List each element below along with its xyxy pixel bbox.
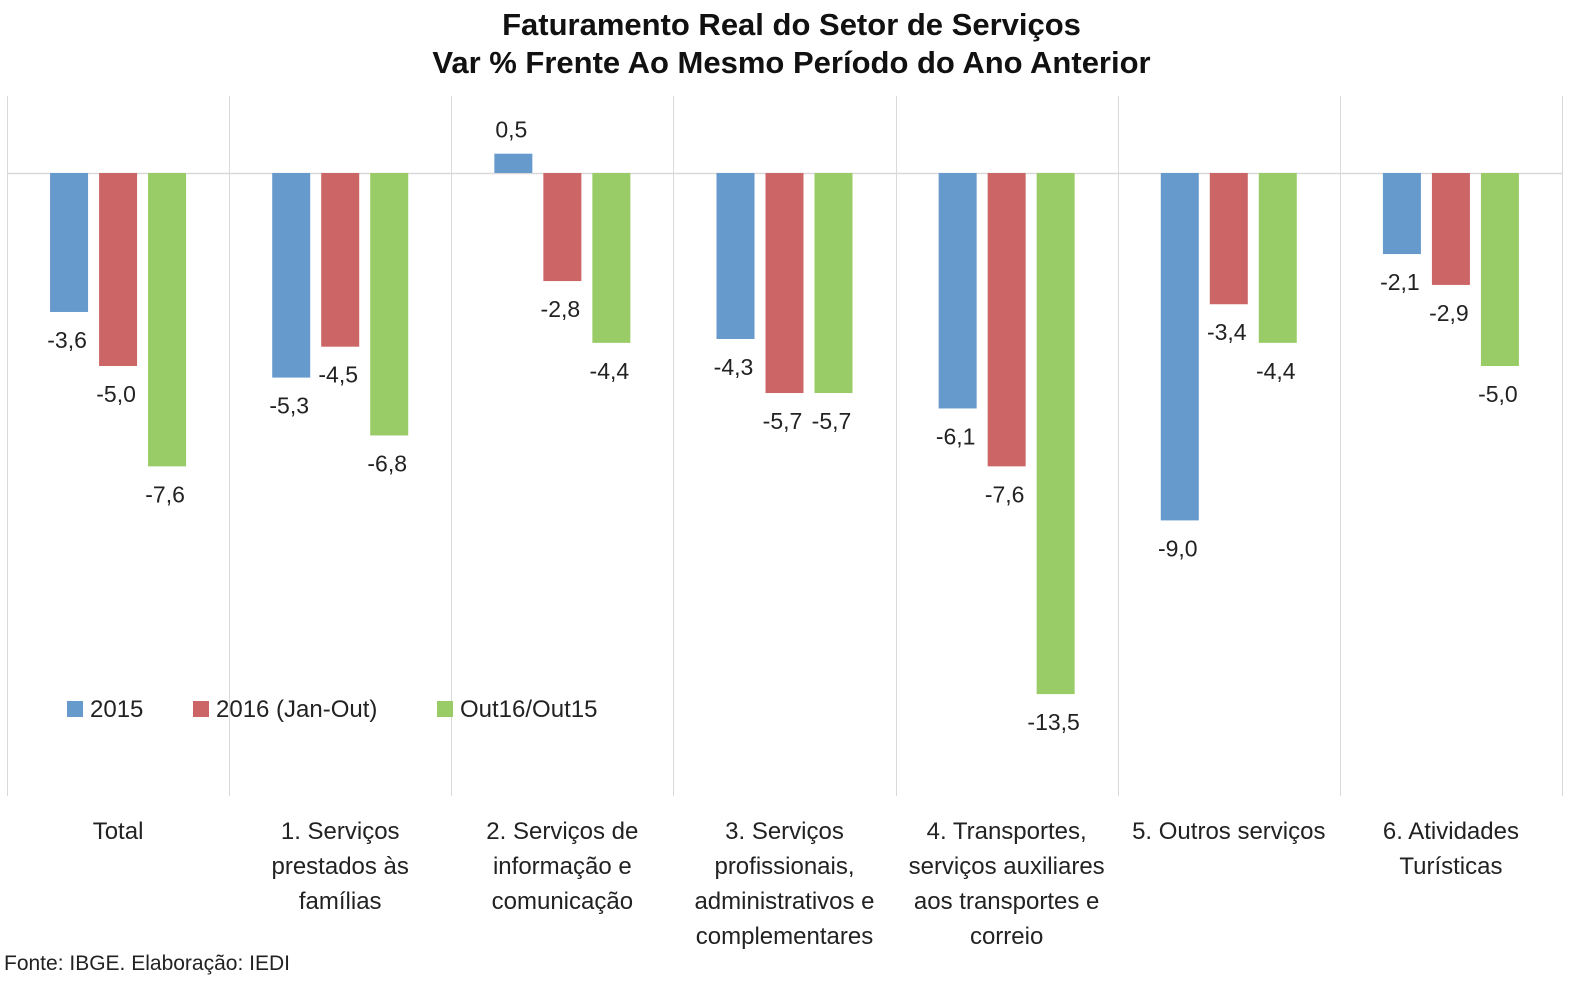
data-label: -2,9 xyxy=(1429,300,1469,326)
chart-title-line-1: Faturamento Real do Setor de Serviços xyxy=(502,7,1081,42)
data-label: -6,1 xyxy=(936,423,976,449)
category-label-line: Turísticas xyxy=(1399,853,1503,880)
data-label: -13,5 xyxy=(1027,709,1079,735)
data-label: -5,7 xyxy=(763,408,803,434)
bar xyxy=(1382,173,1421,255)
data-label: -5,0 xyxy=(1478,381,1518,407)
category-label-line: Total xyxy=(92,818,144,845)
data-label: -5,3 xyxy=(269,393,309,419)
data-label: -4,4 xyxy=(1256,358,1296,384)
category-label-line: 1. Serviços xyxy=(280,818,400,845)
category-label-line: famílias xyxy=(298,888,382,915)
category-label-line: comunicação xyxy=(491,888,634,915)
category-label: Total xyxy=(7,814,229,849)
category-label: 4. Transportes, serviços auxiliares aos tr… xyxy=(896,814,1118,954)
category-label-line: 5. Outros serviços xyxy=(1132,818,1326,845)
category-label: 1. Serviços prestados às famílias xyxy=(229,814,451,919)
category-label-line: 4. Transportes, xyxy=(926,818,1087,845)
data-label: -5,7 xyxy=(812,408,852,434)
bar xyxy=(494,153,533,173)
bar xyxy=(148,173,187,467)
category-label: 2. Serviços de informação e comunicação xyxy=(451,814,673,919)
data-label: 0,5 xyxy=(495,117,527,143)
data-label: -3,6 xyxy=(47,327,87,353)
category-label: 3. Serviços profissionais, administrativos… xyxy=(674,814,896,954)
category-label-line: prestados às xyxy=(271,853,409,880)
data-label: -2,8 xyxy=(541,296,581,322)
bar xyxy=(987,173,1026,467)
source-note: Fonte: IBGE. Elaboração: IEDI xyxy=(4,952,290,975)
bar xyxy=(1258,173,1297,343)
category-label-line: 2. Serviços de xyxy=(486,818,639,845)
bar xyxy=(1209,173,1248,305)
legend-label: 2016 (Jan-Out) xyxy=(216,696,377,723)
data-label: -9,0 xyxy=(1158,535,1198,561)
bar xyxy=(50,173,89,312)
data-label: -3,4 xyxy=(1207,319,1247,345)
chart-title: Faturamento Real do Setor de Serviços Va… xyxy=(0,6,1583,82)
bar xyxy=(1160,173,1199,521)
bar xyxy=(1431,173,1470,285)
legend-label: 2015 xyxy=(90,696,143,723)
bar xyxy=(814,173,853,394)
legend-label: Out16/Out15 xyxy=(460,696,597,723)
category-label-line: complementares xyxy=(695,923,874,950)
data-label: -4,5 xyxy=(318,362,358,388)
category-label-line: informação e xyxy=(492,853,632,880)
bar xyxy=(370,173,409,436)
bar xyxy=(765,173,804,394)
bar xyxy=(1480,173,1519,366)
data-label: -2,1 xyxy=(1380,269,1420,295)
data-label: -4,4 xyxy=(590,358,630,384)
bar xyxy=(592,173,631,343)
data-label: -6,8 xyxy=(367,450,407,476)
bar xyxy=(1036,173,1075,695)
chart-title-line-2: Var % Frente Ao Mesmo Período do Ano Ant… xyxy=(432,45,1151,80)
category-label-line: 6. Atividades xyxy=(1382,818,1519,845)
category-label-line: administrativos e xyxy=(694,888,875,915)
data-label: -7,6 xyxy=(985,481,1025,507)
legend-swatch xyxy=(67,701,83,717)
data-label: -4,3 xyxy=(714,354,754,380)
bar xyxy=(716,173,755,339)
category-label-line: serviços auxiliares xyxy=(908,853,1105,880)
category-label-line: correio xyxy=(969,923,1044,950)
bar xyxy=(272,173,311,378)
bar xyxy=(543,173,582,282)
category-label: 5. Outros serviços xyxy=(1118,814,1340,849)
data-label: -7,6 xyxy=(145,481,185,507)
bar xyxy=(938,173,977,409)
category-label-line: 3. Serviços xyxy=(725,818,844,845)
legend-swatch xyxy=(437,701,453,717)
category-label-line: profissionais, xyxy=(714,853,855,880)
bar xyxy=(99,173,138,366)
data-label: -5,0 xyxy=(96,381,136,407)
category-label: 6. Atividades Turísticas xyxy=(1340,814,1562,884)
legend-swatch xyxy=(193,701,209,717)
bar xyxy=(321,173,360,347)
category-label-line: aos transportes e xyxy=(913,888,1100,915)
